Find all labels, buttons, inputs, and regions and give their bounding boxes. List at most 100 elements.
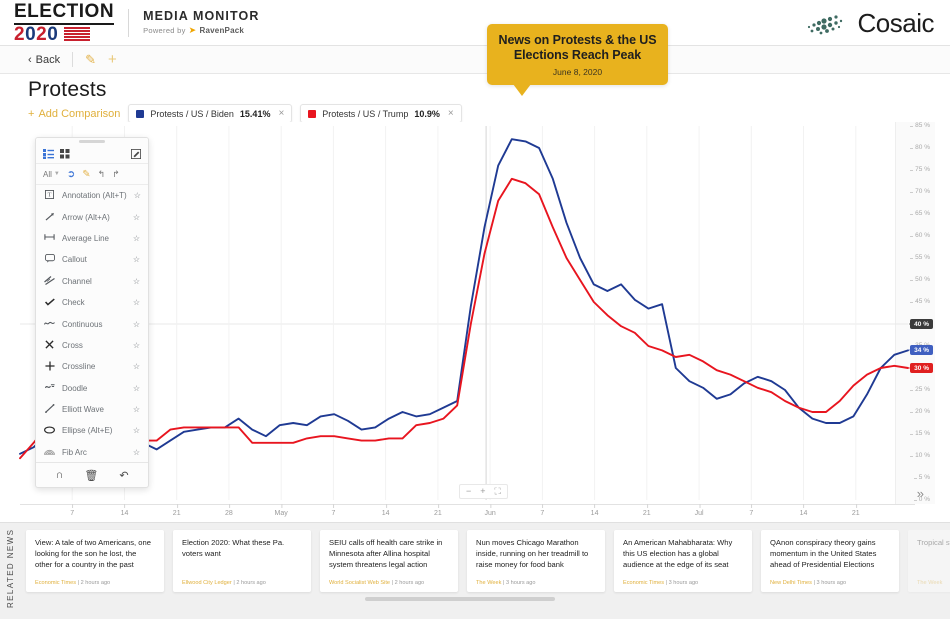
legend-chip-trump[interactable]: Protests / US / Trump 10.9% × xyxy=(300,104,462,123)
x-tick-label: 21 xyxy=(851,504,860,517)
x-tick-label: 7 xyxy=(540,504,545,517)
news-meta: The Week xyxy=(917,580,950,586)
zoom-out-button[interactable]: − xyxy=(466,486,472,496)
cursor-icon[interactable]: ➲ xyxy=(66,168,76,180)
chevron-left-icon: ‹ xyxy=(28,53,32,66)
news-card[interactable]: Nun moves Chicago Marathon inside, runni… xyxy=(467,530,605,592)
redo-icon[interactable]: ↱ xyxy=(112,168,120,179)
news-card[interactable]: An American Mahabharata: Why this US ele… xyxy=(614,530,752,592)
tool-item-fib-arc[interactable]: Fib Arc ☆ xyxy=(36,442,148,462)
channel-icon xyxy=(44,275,55,287)
drawing-tools-panel[interactable]: All ▼ ➲ ✎ ↰ ↱ T Annotation (Alt+T) ☆ Arrow … xyxy=(35,137,149,488)
favorite-star-icon[interactable]: ☆ xyxy=(132,298,140,308)
y-tick-label: 50 % xyxy=(910,276,930,283)
tool-item-elliott-wave[interactable]: Elliott Wave ☆ xyxy=(36,399,148,420)
zoom-in-button[interactable]: + xyxy=(480,486,486,496)
header-divider xyxy=(128,8,130,37)
news-meta: Economic Times | 2 hours ago xyxy=(35,580,155,586)
tool-item-crossline[interactable]: Crossline ☆ xyxy=(36,356,148,377)
tool-item-label: Average Line xyxy=(62,233,109,243)
tool-item-callout[interactable]: Callout ☆ xyxy=(36,249,148,270)
fullscreen-icon[interactable]: ⛶ xyxy=(494,486,501,496)
y-tick-label: 45 % xyxy=(910,298,930,305)
favorite-star-icon[interactable]: ☆ xyxy=(132,405,140,415)
list-view-icon[interactable] xyxy=(43,149,54,159)
tool-item-cross[interactable]: Cross ☆ xyxy=(36,335,148,356)
favorite-star-icon[interactable]: ☆ xyxy=(132,276,140,286)
x-tick-label: 7 xyxy=(749,504,754,517)
y-tick-label: 85 % xyxy=(910,122,930,129)
news-card[interactable]: SEIU calls off health care strike in Min… xyxy=(320,530,458,592)
magnet-icon[interactable]: ∩ xyxy=(55,469,64,481)
tool-item-average-line[interactable]: Average Line ☆ xyxy=(36,228,148,249)
news-headline: An American Mahabharata: Why this US ele… xyxy=(623,538,733,569)
favorite-star-icon[interactable]: ☆ xyxy=(132,233,140,243)
y-axis-marker-biden: 34 % xyxy=(909,345,933,356)
tool-item-arrow-alt-a[interactable]: Arrow (Alt+A) ☆ xyxy=(36,206,148,227)
tool-item-check[interactable]: Check ☆ xyxy=(36,292,148,313)
sub-header: ‹ Back ✎ + xyxy=(0,46,950,74)
back-button[interactable]: ‹ Back xyxy=(28,54,60,66)
x-tick-label: 21 xyxy=(642,504,651,517)
tool-list[interactable]: T Annotation (Alt+T) ☆ Arrow (Alt+A) ☆ Averag… xyxy=(36,185,148,462)
favorite-star-icon[interactable]: ☆ xyxy=(132,362,140,372)
news-card[interactable]: View: A tale of two Americans, one looki… xyxy=(26,530,164,592)
news-card[interactable]: Tropical storm expected to bring to The W… xyxy=(908,530,950,592)
tool-item-doodle[interactable]: Doodle ☆ xyxy=(36,378,148,399)
tool-filter-dropdown[interactable]: All ▼ xyxy=(43,170,60,179)
tool-item-ellipse-alt-e[interactable]: Ellipse (Alt+E) ☆ xyxy=(36,420,148,441)
zoom-controls[interactable]: − + ⛶ xyxy=(459,484,508,499)
favorite-star-icon[interactable]: ☆ xyxy=(132,319,140,329)
doodle-icon xyxy=(44,383,55,393)
tool-item-channel[interactable]: Channel ☆ xyxy=(36,271,148,292)
news-time: 3 hours ago xyxy=(505,580,536,586)
news-separator: | xyxy=(665,580,668,586)
favorite-star-icon[interactable]: ☆ xyxy=(132,426,140,436)
plus-icon[interactable]: + xyxy=(108,51,117,68)
callout-tail xyxy=(513,83,531,96)
chart-callout[interactable]: News on Protests & the US Elections Reac… xyxy=(487,24,668,96)
pan-right-button[interactable]: » xyxy=(916,486,924,501)
x-tick-label: 7 xyxy=(70,504,75,517)
favorite-star-icon[interactable]: ☆ xyxy=(132,447,140,457)
panel-drag-handle[interactable] xyxy=(36,138,148,145)
trash-icon[interactable]: 🗑 xyxy=(84,469,99,482)
add-comparison-button[interactable]: + Add Comparison xyxy=(28,108,120,120)
tool-item-label: Crossline xyxy=(62,362,96,372)
favorite-star-icon[interactable]: ☆ xyxy=(132,212,140,222)
favorite-star-icon[interactable]: ☆ xyxy=(132,340,140,350)
y-axis-band xyxy=(895,122,935,504)
related-news-card-strip[interactable]: View: A tale of two Americans, one looki… xyxy=(26,530,950,592)
undo-icon[interactable]: ↰ xyxy=(97,168,106,179)
legend-close-icon-trump[interactable]: × xyxy=(447,108,454,119)
tool-item-continuous[interactable]: Continuous ☆ xyxy=(36,313,148,334)
grid-view-icon[interactable] xyxy=(60,149,70,159)
election-logo-line2-row: 2020 xyxy=(14,25,114,44)
favorite-star-icon[interactable]: ☆ xyxy=(133,191,141,201)
elliott-wave-icon xyxy=(44,404,55,415)
legend-close-icon-biden[interactable]: × xyxy=(278,108,285,119)
page-title: Protests xyxy=(28,78,107,101)
news-card[interactable]: QAnon conspiracy theory gains momentum i… xyxy=(761,530,899,592)
x-tick-label: 21 xyxy=(172,504,181,517)
y-axis-marker-crosshair: 40 % xyxy=(909,319,933,329)
chart-area[interactable]: 0 %5 %10 %15 %20 %25 %30 %35 %40 %45 %50… xyxy=(0,122,950,504)
callout-date: June 8, 2020 xyxy=(552,66,603,77)
compose-icon[interactable] xyxy=(131,149,141,159)
tool-item-label: Channel xyxy=(62,276,92,286)
x-tick-label: 14 xyxy=(381,504,390,517)
x-axis-line xyxy=(20,504,915,505)
related-news-scrollbar[interactable] xyxy=(365,597,555,601)
favorite-star-icon[interactable]: ☆ xyxy=(132,255,140,265)
tool-item-annotation-alt-t[interactable]: T Annotation (Alt+T) ☆ xyxy=(36,185,148,206)
pencil-icon[interactable]: ✎ xyxy=(85,51,97,67)
tool-item-label: Elliott Wave xyxy=(62,405,104,415)
arrow-icon xyxy=(44,212,55,223)
restore-icon[interactable]: ↶ xyxy=(119,469,129,482)
news-card[interactable]: Election 2020: What these Pa. voters wan… xyxy=(173,530,311,592)
legend-chip-biden[interactable]: Protests / US / Biden 15.41% × xyxy=(128,104,293,123)
favorite-star-icon[interactable]: ☆ xyxy=(132,383,140,393)
highlighter-icon[interactable]: ✎ xyxy=(82,168,91,180)
news-source: New Delhi Times xyxy=(770,580,812,586)
